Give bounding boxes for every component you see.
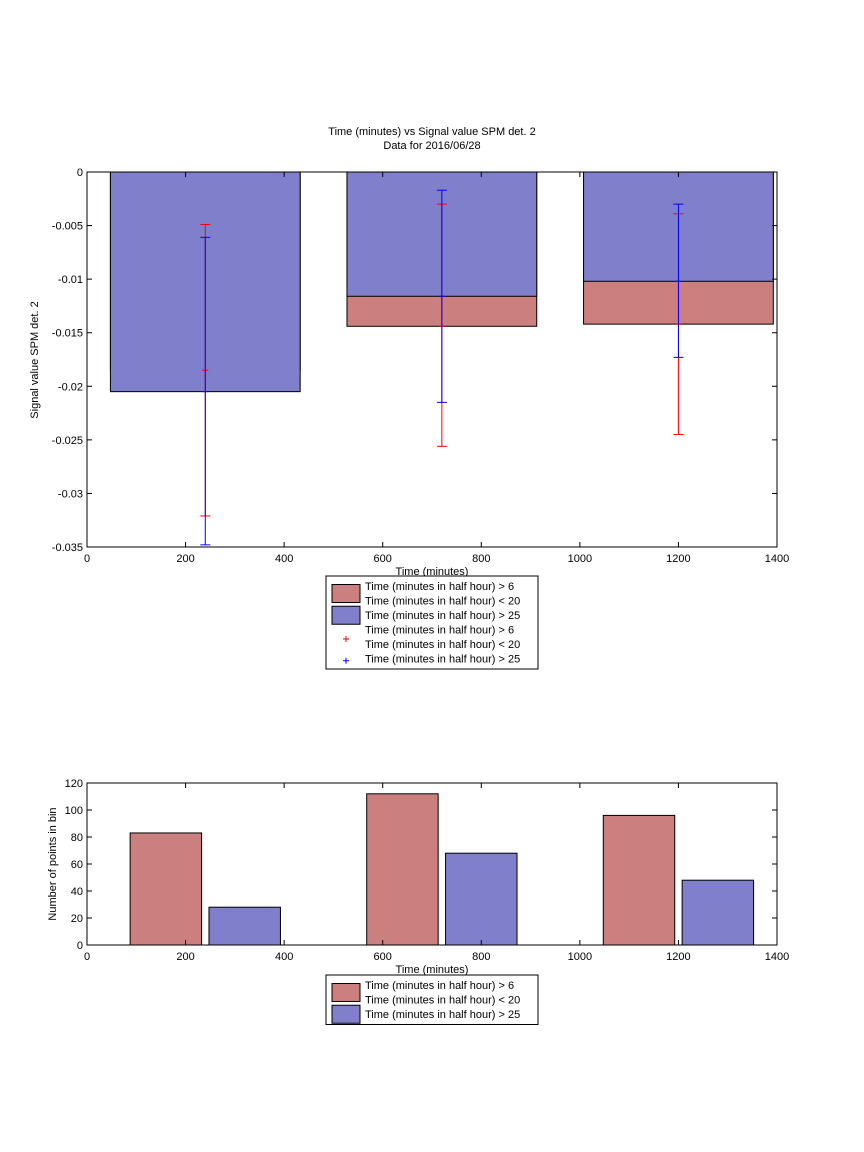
y-axis-label: Number of points in bin [47,807,59,920]
y-tick-label: 40 [71,886,83,898]
x-tick-label: 1000 [568,951,592,963]
legend-label: Time (minutes in half hour) > 6 [365,625,514,637]
x-axis-label: Time (minutes) [396,566,469,578]
legend-box [325,974,539,1025]
x-axis-label: Time (minutes) [396,964,469,976]
legend-label: Time (minutes in half hour) > 25 [365,654,520,666]
y-tick-label: 80 [71,832,83,844]
bars-layer [129,793,755,946]
y-axis-label: Signal value SPM det. 2 [29,301,41,418]
x-tick-label: 600 [374,553,392,565]
plot-frame [86,171,778,548]
x-tick-label: 800 [472,553,490,565]
legend-label: Time (minutes in half hour) < 20 [365,639,520,651]
y-tick-label: 20 [71,913,83,925]
blue-bar [445,852,518,946]
legend-label: Time (minutes in half hour) < 20 [365,596,520,608]
chart-title: Time (minutes) vs Signal value SPM det. … [328,126,535,138]
y-tick-label: 0 [77,940,83,952]
x-tick-label: 200 [176,951,194,963]
x-tick-label: 800 [472,951,490,963]
y-tick-label: -0.02 [58,381,83,393]
x-tick-label: 1400 [765,951,789,963]
legend-label: Time (minutes in half hour) > 25 [365,610,520,622]
legend-label: Time (minutes in half hour) < 20 [365,995,520,1007]
legend-swatch [331,983,361,1002]
x-tick-label: 600 [374,951,392,963]
red-bar [366,793,439,946]
y-tick-label: -0.01 [58,274,83,286]
ticks-layer: 0 200 400 600 800 1000 1200 1400 0 20 40 60 80 100 120 [65,778,790,963]
x-tick-label: 0 [84,951,90,963]
legend-label: Time (minutes in half hour) > 6 [365,581,514,593]
legend: Time (minutes in half hour) > 6 Time (min… [325,575,539,670]
blue-bar [208,906,281,946]
x-tick-label: 400 [275,553,293,565]
y-tick-label: -0.025 [52,435,83,447]
blue-bar [681,879,755,946]
y-tick-label: 120 [65,778,83,790]
x-tick-label: 400 [275,951,293,963]
legend: Time (minutes in half hour) > 6 Time (min… [325,974,539,1025]
x-tick-label: 1400 [765,553,789,565]
y-tick-label: 60 [71,859,83,871]
legend-swatch [331,605,361,625]
legend-label: Time (minutes in half hour) > 25 [365,1009,520,1021]
red-bar [602,814,676,946]
y-tick-label: 100 [65,805,83,817]
y-tick-label: 0 [77,167,83,179]
signal-chart: Time (minutes) vs Signal value SPM det. … [29,126,789,670]
legend-swatch [331,584,361,603]
x-tick-label: 1200 [666,951,690,963]
x-tick-label: 1200 [666,553,690,565]
count-chart: 0 200 400 600 800 1000 1200 1400 0 20 40 60 80 100 120… [47,778,789,1025]
ticks-layer: 0 200 400 600 800 1000 1200 1400 0 -0.005 -0.01 -0.… [52,167,789,565]
y-tick-label: -0.03 [58,488,83,500]
x-tick-label: 1000 [568,553,592,565]
legend-swatch [331,1004,361,1024]
x-tick-label: 200 [176,553,194,565]
y-tick-label: -0.015 [52,328,83,340]
legend-box [325,575,539,670]
chart-subtitle: Data for 2016/06/28 [383,140,480,152]
red-bar [129,832,203,946]
errorbars-layer [200,189,684,546]
x-tick-label: 0 [84,553,90,565]
legend-label: Time (minutes in half hour) > 6 [365,980,514,992]
y-tick-label: -0.035 [52,542,83,554]
y-tick-label: -0.005 [52,221,83,233]
